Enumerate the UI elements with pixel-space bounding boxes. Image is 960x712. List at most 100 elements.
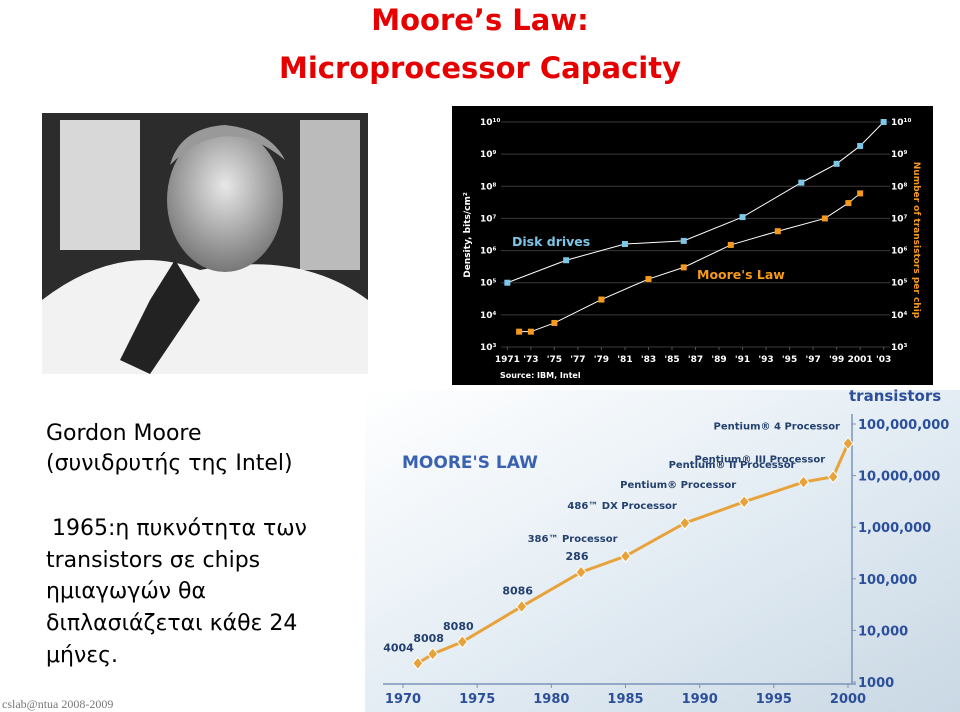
x-tick-label: '03 bbox=[876, 355, 891, 365]
point-label: 386™ Processor bbox=[528, 534, 618, 545]
data-point bbox=[857, 142, 864, 149]
data-point bbox=[738, 495, 750, 509]
data-point bbox=[621, 241, 628, 248]
photo bbox=[42, 113, 368, 374]
data-point bbox=[427, 647, 439, 661]
point-label: 486™ DX Processor bbox=[567, 501, 676, 512]
chart-1: 10³ 10³ 10⁴ 10⁴ 10⁵ 10⁵ 10⁶ 10⁶ 10⁷ 10⁷ 10⁸ 10⁸ 10⁹ 1… bbox=[463, 118, 921, 380]
source: Source: IBM, Intel bbox=[500, 371, 581, 380]
point-label: Pentium® Processor bbox=[620, 480, 736, 491]
x-tick-label: '85 bbox=[664, 355, 679, 365]
y-tick-label: 10⁶ bbox=[480, 247, 497, 257]
point-label: Pentium® 4 Processor bbox=[714, 421, 841, 432]
data-point bbox=[412, 656, 424, 671]
y-tick-label: 10¹⁰ bbox=[480, 118, 500, 128]
y2-tick-label: 10¹⁰ bbox=[891, 118, 911, 128]
data-point bbox=[551, 319, 558, 326]
chart-background bbox=[365, 390, 960, 712]
title: Microprocessor Capacity bbox=[279, 51, 681, 85]
y-tick-label: 100,000,000 bbox=[858, 418, 949, 433]
footer: cslab@ntua 2008-2009 bbox=[2, 697, 113, 711]
data-point bbox=[833, 160, 840, 167]
data-point bbox=[456, 635, 468, 649]
x-tick-label: '93 bbox=[758, 355, 773, 365]
y2-tick-label: 10⁹ bbox=[891, 150, 908, 160]
data-point bbox=[516, 328, 523, 335]
point-label: 8086 bbox=[502, 585, 533, 598]
y2-tick-label: 10⁵ bbox=[891, 279, 908, 289]
data-point bbox=[827, 469, 839, 484]
data-point bbox=[619, 549, 632, 563]
x-tick-label: '95 bbox=[782, 355, 797, 365]
chart-background bbox=[452, 106, 933, 385]
y-tick-label: 100,000 bbox=[858, 573, 917, 588]
caption: Gordon Moore bbox=[46, 421, 202, 446]
caption: (συνιδρυτής της Intel) bbox=[46, 451, 293, 476]
description: ημιαγωγών θα bbox=[46, 579, 206, 604]
x-tick-label: '75 bbox=[547, 355, 562, 365]
x-tick-label: '89 bbox=[711, 355, 726, 365]
series-label: Moore's Law bbox=[697, 267, 785, 282]
point-label: Pentium® III Processor bbox=[695, 455, 826, 466]
y2-axis-label: Number of transistors per chip bbox=[911, 162, 921, 319]
y-tick-label: 10⁵ bbox=[480, 279, 497, 289]
series-label: Disk drives bbox=[512, 234, 590, 249]
x-tick-label: '77 bbox=[570, 355, 585, 365]
y-tick-label: 10⁷ bbox=[480, 214, 497, 224]
x-tick-label: '91 bbox=[735, 355, 750, 365]
y-tick-label: 1000 bbox=[858, 676, 894, 691]
x-tick-label: 2001 bbox=[848, 355, 873, 365]
x-tick-label: 2000 bbox=[830, 692, 866, 707]
data-point bbox=[575, 565, 587, 580]
data-point bbox=[679, 516, 691, 530]
y-tick-label: 10,000 bbox=[858, 624, 908, 639]
data-point bbox=[821, 215, 828, 222]
y-tick-label: 10⁹ bbox=[480, 150, 497, 160]
y-tick-label: 10,000,000 bbox=[858, 470, 940, 485]
point-label: 286 bbox=[566, 550, 589, 563]
data-point bbox=[739, 214, 746, 221]
y2-tick-label: 10⁸ bbox=[891, 182, 908, 192]
data-point bbox=[842, 436, 854, 451]
point-label: 4004 bbox=[383, 641, 414, 654]
x-tick-label: 1985 bbox=[607, 692, 643, 707]
data-point bbox=[598, 296, 605, 303]
x-tick-label: '81 bbox=[617, 355, 632, 365]
x-tick-label: 1995 bbox=[756, 692, 792, 707]
description: transistors σε chips bbox=[46, 548, 260, 573]
x-tick-label: 1970 bbox=[385, 692, 421, 707]
y2-tick-label: 10⁷ bbox=[891, 214, 908, 224]
data-point bbox=[527, 328, 534, 335]
data-point bbox=[845, 200, 852, 207]
data-point bbox=[797, 475, 810, 489]
data-point bbox=[645, 276, 652, 283]
x-tick-label: 1980 bbox=[533, 692, 569, 707]
description: διπλασιάζεται κάθε 24 bbox=[46, 611, 297, 636]
data-point bbox=[727, 241, 734, 248]
data-point bbox=[880, 119, 887, 125]
data-point bbox=[563, 257, 570, 264]
y-tick-label: 1,000,000 bbox=[858, 521, 931, 536]
x-tick-label: '99 bbox=[829, 355, 844, 365]
data-point bbox=[680, 264, 687, 271]
y-axis-label: transistors bbox=[849, 387, 941, 405]
x-tick-label: 1971 bbox=[495, 355, 520, 365]
data-point bbox=[774, 228, 781, 235]
chart-title: MOORE'S LAW bbox=[402, 453, 538, 473]
y2-tick-label: 10³ bbox=[891, 343, 908, 353]
y-tick-label: 10⁴ bbox=[480, 311, 497, 321]
y-tick-label: 10³ bbox=[480, 343, 497, 353]
point-label: 8080 bbox=[443, 620, 474, 633]
data-point bbox=[857, 190, 864, 197]
data-point bbox=[504, 279, 511, 286]
x-tick-label: '97 bbox=[805, 355, 820, 365]
data-point bbox=[680, 237, 687, 244]
description: μήνες. bbox=[46, 643, 118, 668]
x-tick-label: 1975 bbox=[459, 692, 495, 707]
point-label: 8008 bbox=[413, 632, 444, 645]
x-tick-label: '83 bbox=[641, 355, 656, 365]
description: 1965:η πυκνότητα των bbox=[52, 516, 307, 541]
data-point bbox=[798, 179, 805, 186]
y2-tick-label: 10⁶ bbox=[891, 247, 908, 257]
